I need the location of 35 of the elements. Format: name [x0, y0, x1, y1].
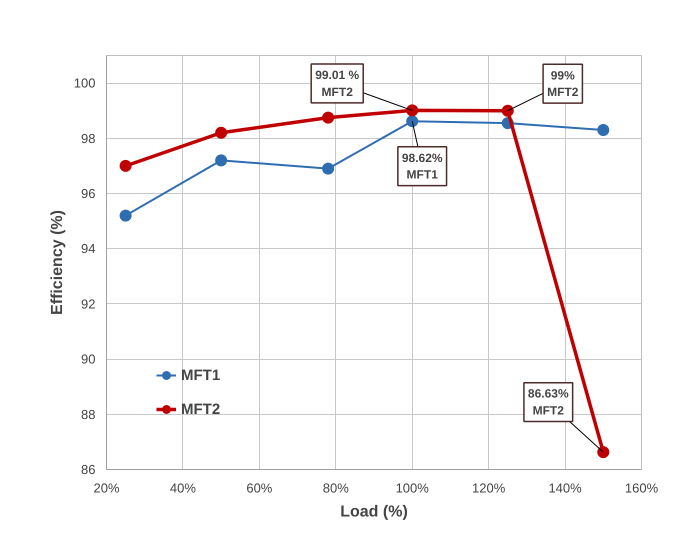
- legend-label: MFT1: [181, 366, 220, 384]
- x-tick-label: 20%: [93, 480, 120, 496]
- y-tick-label: 94: [81, 241, 96, 256]
- x-axis-title: Load (%): [340, 504, 408, 520]
- y-tick-label: 88: [81, 406, 96, 422]
- y-axis-title: Efficiency (%): [48, 210, 66, 315]
- x-tick-label: 40%: [170, 480, 196, 496]
- annotation: 99% MFT2: [547, 68, 579, 100]
- point: [322, 112, 334, 124]
- point: [215, 154, 228, 166]
- y-tick-label: 98: [81, 130, 96, 146]
- point: [215, 126, 228, 139]
- point: [120, 210, 132, 222]
- point: [406, 115, 418, 128]
- point: [322, 162, 334, 175]
- y-tick-label: 92: [81, 296, 96, 312]
- point: [597, 446, 610, 458]
- point: [597, 124, 610, 136]
- y-tick-label: 86: [81, 462, 96, 477]
- x-tick-label: 100%: [396, 480, 430, 496]
- y-tick-label: 90: [81, 352, 96, 367]
- x-tick-label: 60%: [246, 480, 273, 496]
- annotation: 86.63% MFT2: [528, 386, 569, 418]
- y-tick-label: 96: [81, 186, 96, 201]
- annotation: 98.62% MFT1: [402, 150, 443, 182]
- x-tick-label: 140%: [548, 480, 582, 496]
- point: [502, 104, 514, 117]
- point: [406, 104, 418, 116]
- legend-label: MFT2: [181, 400, 220, 418]
- y-tick-label: 100: [74, 76, 96, 91]
- x-tick-label: 160%: [624, 480, 659, 496]
- x-tick-label: 80%: [322, 480, 350, 496]
- point: [120, 160, 132, 172]
- x-tick-label: 120%: [472, 480, 506, 496]
- annotation: 99.01 % MFT2: [315, 68, 360, 99]
